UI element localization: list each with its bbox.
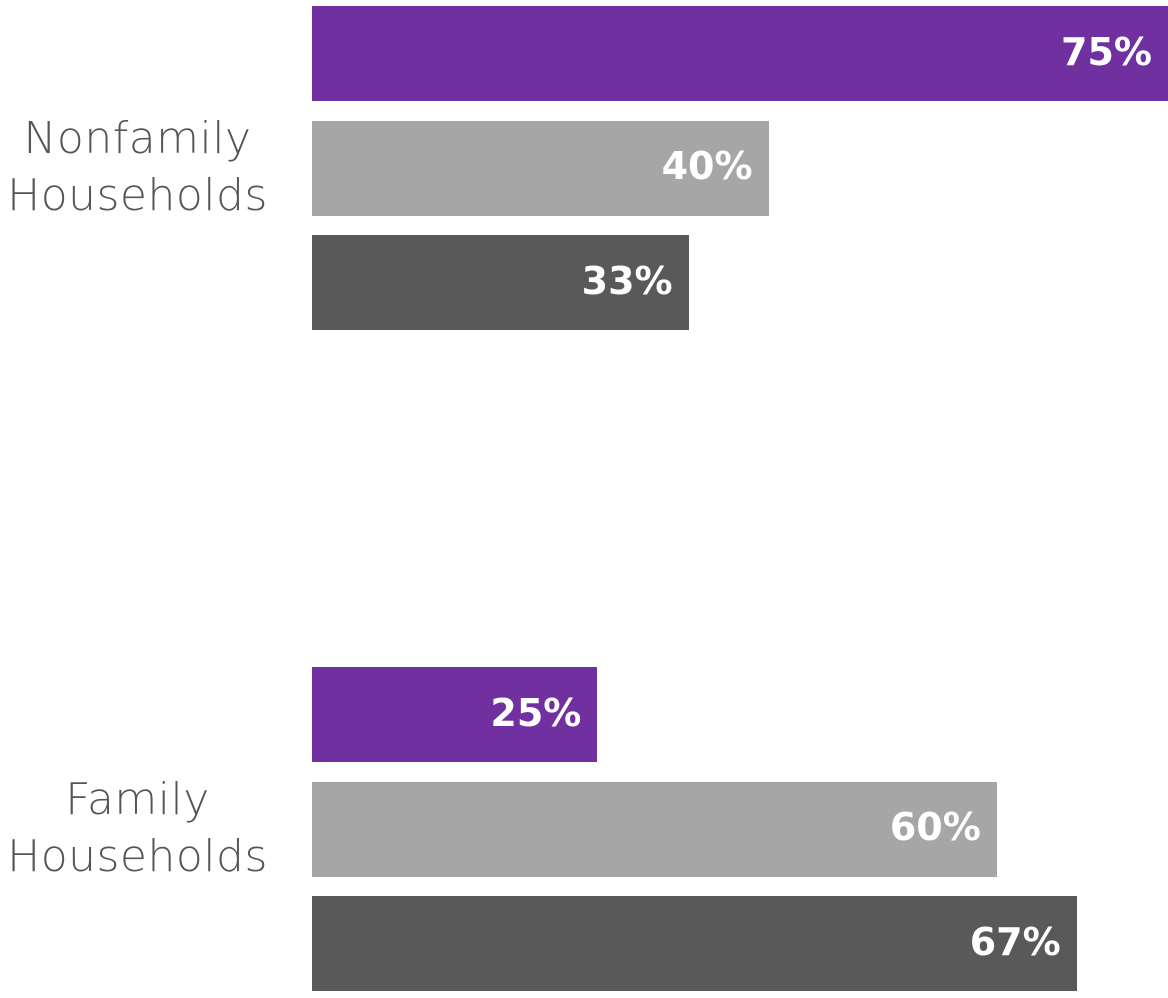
bar-family-series-1	[312, 667, 598, 762]
category-label-line: Family	[65, 774, 210, 825]
bar-family-series-3	[312, 896, 1077, 991]
category-label-family: Family Households	[0, 771, 275, 885]
bar-value-label: 25%	[490, 690, 582, 735]
bar-value-label: 75%	[1061, 29, 1152, 74]
category-label-line: Households	[7, 170, 268, 221]
bar-value-label: 60%	[889, 805, 981, 849]
bar-value-label: 33%	[581, 258, 673, 303]
bar-nonfamily-series-3	[312, 235, 689, 330]
bar-nonfamily-series-1	[312, 6, 1168, 101]
bar-family-series-2	[312, 781, 997, 877]
category-label-nonfamily: Nonfamily Households	[0, 110, 275, 224]
bar-nonfamily-series-2	[312, 120, 769, 216]
bar-value-label: 67%	[969, 919, 1061, 964]
category-label-line: Nonfamily	[23, 113, 252, 164]
bar-value-label: 40%	[661, 144, 753, 188]
category-label-line: Households	[7, 831, 268, 882]
